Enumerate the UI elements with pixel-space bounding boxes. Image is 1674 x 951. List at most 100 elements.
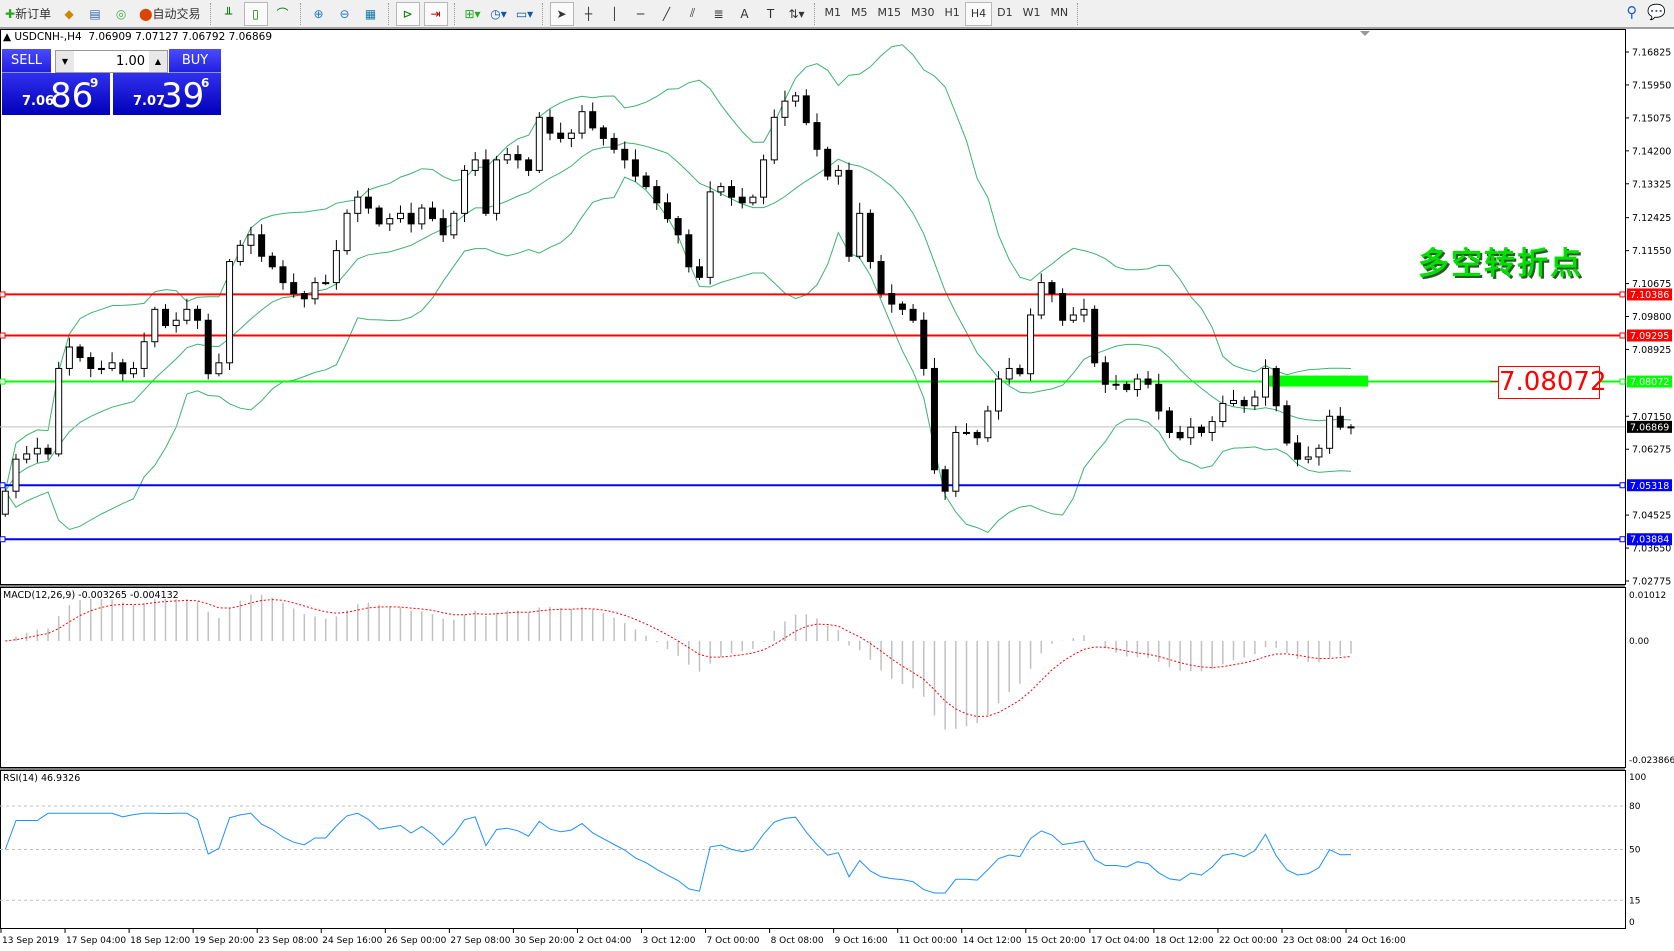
zoom-out-icon[interactable]: ⊖	[339, 6, 350, 21]
bearish-candle[interactable]	[258, 234, 266, 257]
bearish-candle[interactable]	[866, 212, 874, 263]
reversal-point-annotation[interactable]: 多空转折点	[1418, 246, 1583, 282]
autoscroll-icon[interactable]: ⇥	[423, 1, 448, 26]
bearish-candle[interactable]	[279, 266, 287, 284]
bearish-candle[interactable]	[407, 212, 415, 225]
bearish-candle[interactable]	[941, 469, 949, 492]
bearish-candle[interactable]	[514, 154, 522, 161]
bullish-candle[interactable]	[706, 191, 714, 278]
tile-windows-icon[interactable]: ▦	[364, 6, 377, 21]
bullish-candle[interactable]	[386, 218, 394, 225]
chart-shift-marker-icon[interactable]	[1360, 31, 1370, 36]
bearish-candle[interactable]	[439, 218, 447, 236]
fibonacci-icon[interactable]: ⫽	[689, 6, 696, 20]
bullish-candle[interactable]	[792, 95, 800, 102]
periods-icon[interactable]: ◷▾	[490, 6, 507, 21]
bullish-candle[interactable]	[1112, 383, 1120, 386]
bullish-candle[interactable]	[12, 458, 20, 492]
bullish-candle[interactable]	[578, 111, 586, 134]
search-icon[interactable]: ⚲	[1626, 3, 1638, 21]
fibo-fan-icon[interactable]: ≣	[713, 6, 724, 21]
text-icon[interactable]: A	[740, 6, 749, 21]
level-handle-icon[interactable]	[0, 378, 6, 385]
bearish-candle[interactable]	[930, 367, 938, 471]
bullish-candle[interactable]	[23, 453, 31, 460]
bullish-candle[interactable]	[717, 186, 725, 193]
bearish-candle[interactable]	[663, 202, 671, 220]
bullish-candle[interactable]	[1208, 421, 1216, 433]
bullish-candle[interactable]	[108, 362, 116, 369]
bearish-candle[interactable]	[824, 148, 832, 177]
level-handle-icon[interactable]	[0, 291, 6, 298]
chat-icon[interactable]: 💬	[1647, 3, 1666, 21]
bearish-candle[interactable]	[728, 186, 736, 198]
bearish-candle[interactable]	[888, 293, 896, 305]
level-handle-icon[interactable]	[1619, 332, 1626, 339]
bearish-candle[interactable]	[621, 148, 629, 161]
navigator-icon[interactable]: ▤	[89, 6, 101, 21]
pivot-zone-rectangle[interactable]	[1268, 375, 1368, 387]
bullish-candle[interactable]	[151, 308, 159, 343]
horizontal-line-icon[interactable]: ─	[636, 6, 645, 21]
bearish-candle[interactable]	[1016, 367, 1024, 375]
bearish-candle[interactable]	[1240, 399, 1248, 407]
bearish-candle[interactable]	[973, 431, 981, 439]
bearish-candle[interactable]	[44, 447, 52, 455]
cursor-icon[interactable]: ➤	[549, 1, 574, 26]
bullish-candle[interactable]	[33, 447, 41, 455]
bearish-candle[interactable]	[877, 261, 885, 295]
bearish-candle[interactable]	[364, 196, 372, 209]
bearish-candle[interactable]	[162, 308, 169, 327]
pivot-price-label[interactable]: 7.08072	[1498, 366, 1607, 399]
bullish-candle[interactable]	[129, 367, 137, 375]
timeframe-w1[interactable]: W1	[1022, 6, 1041, 19]
bullish-candle[interactable]	[226, 261, 234, 364]
timeframe-mn[interactable]: MN	[1050, 6, 1069, 19]
bullish-candle[interactable]	[749, 196, 757, 204]
bullish-candle[interactable]	[55, 367, 63, 455]
bearish-candle[interactable]	[482, 159, 490, 214]
bearish-candle[interactable]	[653, 186, 661, 204]
bearish-candle[interactable]	[642, 175, 650, 188]
bearish-candle[interactable]	[674, 218, 682, 236]
bearish-candle[interactable]	[1283, 405, 1291, 444]
bearish-candle[interactable]	[119, 362, 127, 375]
bearish-candle[interactable]	[1197, 426, 1205, 433]
timeframe-h1[interactable]: H1	[944, 6, 960, 19]
timeframe-m15[interactable]: M15	[877, 6, 902, 19]
line-chart-icon[interactable]: ⌒	[276, 7, 289, 21]
crosshair-icon[interactable]: ┼	[584, 6, 593, 21]
decrease-lot-icon[interactable]: ▼	[56, 51, 74, 72]
bullish-candle[interactable]	[493, 159, 501, 214]
bullish-candle[interactable]	[984, 410, 992, 439]
bearish-candle[interactable]	[909, 308, 917, 321]
timeframe-m5[interactable]: M5	[851, 6, 868, 19]
bearish-candle[interactable]	[429, 207, 436, 220]
bullish-candle[interactable]	[418, 207, 426, 225]
level-handle-icon[interactable]	[0, 482, 6, 489]
bullish-candle[interactable]	[215, 362, 223, 375]
bar-chart-icon[interactable]: ╨	[224, 6, 233, 21]
timeframe-m30[interactable]: M30	[911, 6, 935, 19]
bullish-candle[interactable]	[322, 282, 330, 285]
bullish-candle[interactable]	[1187, 426, 1195, 439]
bullish-candle[interactable]	[567, 132, 575, 139]
bullish-candle[interactable]	[450, 212, 458, 236]
lot-size-input[interactable]: 1.00	[116, 54, 145, 69]
bearish-candle[interactable]	[920, 319, 928, 369]
bullish-candle[interactable]	[1027, 314, 1035, 375]
bearish-candle[interactable]	[685, 234, 693, 268]
arrows-icon[interactable]: ⇅▾	[788, 6, 805, 21]
vertical-line-icon[interactable]: │	[610, 6, 619, 21]
bearish-candle[interactable]	[290, 282, 298, 295]
bullish-candle[interactable]	[535, 116, 543, 171]
bullish-candle[interactable]	[236, 244, 244, 263]
bullish-candle[interactable]	[503, 154, 511, 161]
level-handle-icon[interactable]	[1619, 482, 1626, 489]
new-order-button[interactable]: ✚ 新订单	[5, 6, 52, 22]
bullish-candle[interactable]	[97, 367, 105, 370]
level-handle-icon[interactable]	[1619, 378, 1626, 385]
bearish-candle[interactable]	[1165, 410, 1173, 433]
bullish-candle[interactable]	[343, 212, 351, 252]
bullish-candle[interactable]	[65, 346, 73, 369]
